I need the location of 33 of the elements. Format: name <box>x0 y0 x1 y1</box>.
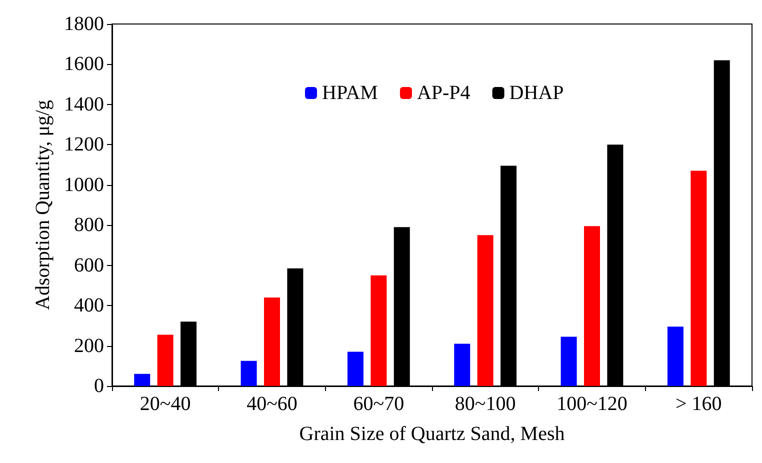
bar <box>560 336 577 386</box>
y-tick-label: 600 <box>74 254 104 276</box>
bar <box>667 326 684 386</box>
legend-label: DHAP <box>509 82 564 104</box>
x-axis-title: Grain Size of Quartz Sand, Mesh <box>299 423 565 445</box>
y-tick-label: 800 <box>74 214 104 236</box>
y-axis-title: Adsorption Quantity, μg/g <box>32 100 54 310</box>
bar <box>157 334 174 386</box>
bar <box>347 352 364 386</box>
bar <box>240 360 257 386</box>
x-tick-label: 20~40 <box>140 393 191 415</box>
x-tick-label: > 160 <box>676 393 722 415</box>
legend-label: AP-P4 <box>416 82 470 104</box>
y-tick-label: 400 <box>74 294 104 317</box>
x-tick-label: 80~100 <box>454 393 516 415</box>
bar <box>690 170 707 386</box>
x-tick-label: 40~60 <box>246 393 298 415</box>
y-tick-label: 1800 <box>64 13 104 35</box>
y-tick-label: 200 <box>74 334 104 357</box>
bar <box>370 275 387 386</box>
bar <box>584 226 600 386</box>
x-tick-label: 100~120 <box>556 393 628 415</box>
bar <box>477 235 494 386</box>
bar <box>134 374 150 386</box>
y-tick-label: 1200 <box>64 134 104 156</box>
y-tick-label: 1400 <box>64 93 104 116</box>
y-tick-label: 1600 <box>64 53 104 76</box>
x-tick-label: 60~70 <box>353 393 404 415</box>
bar <box>454 344 470 386</box>
legend-label: HPAM <box>322 82 378 104</box>
bar <box>264 298 280 386</box>
y-tick-label: 1000 <box>64 174 104 196</box>
y-tick-label: 0 <box>94 375 104 397</box>
